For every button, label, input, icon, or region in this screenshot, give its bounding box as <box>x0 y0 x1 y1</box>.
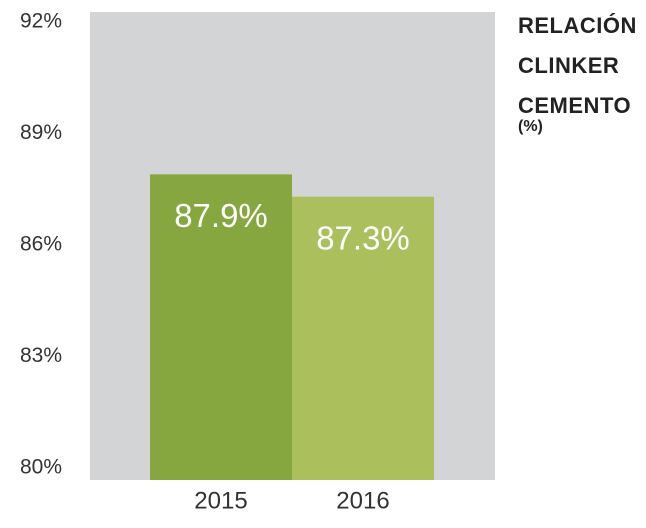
y-tick-label: 92% <box>20 10 62 33</box>
y-tick-label: 83% <box>20 344 62 367</box>
chart-subtitle: (%) <box>518 118 543 135</box>
bar <box>292 196 434 480</box>
value-label: 87.3% <box>316 219 410 256</box>
x-tick-label: 2015 <box>194 487 247 514</box>
bar <box>150 174 292 480</box>
y-tick-label: 89% <box>20 121 62 144</box>
y-tick-label: 86% <box>20 233 62 256</box>
y-tick-label: 80% <box>20 456 62 479</box>
value-label: 87.9% <box>174 197 268 234</box>
x-tick-label: 2016 <box>336 487 389 514</box>
chart-title: RELACIÓN CLINKER CEMENTO <box>518 13 637 118</box>
